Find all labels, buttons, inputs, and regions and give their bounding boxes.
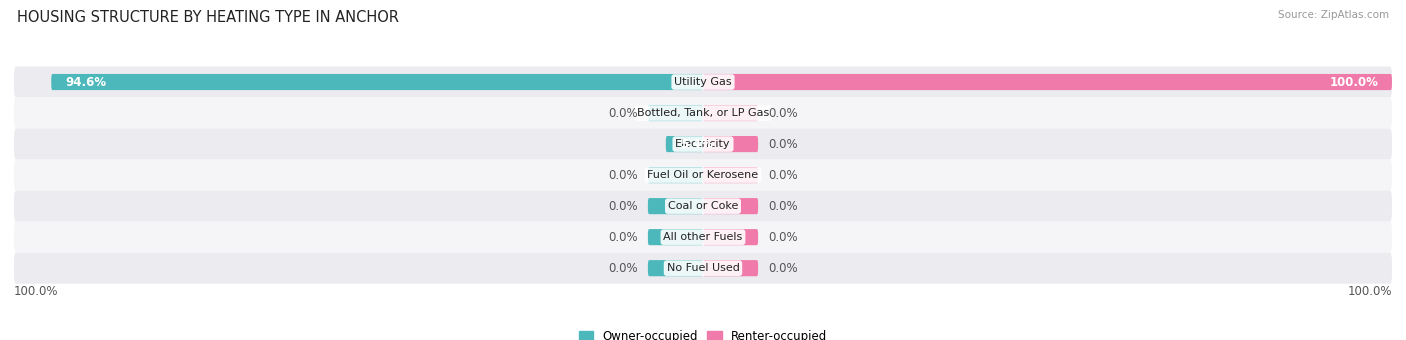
FancyBboxPatch shape [648,167,703,183]
Text: HOUSING STRUCTURE BY HEATING TYPE IN ANCHOR: HOUSING STRUCTURE BY HEATING TYPE IN ANC… [17,10,399,25]
Text: 100.0%: 100.0% [14,285,59,298]
Text: 0.0%: 0.0% [607,231,637,244]
Text: Fuel Oil or Kerosene: Fuel Oil or Kerosene [647,170,759,180]
FancyBboxPatch shape [703,136,758,152]
Text: 0.0%: 0.0% [769,138,799,151]
FancyBboxPatch shape [648,105,703,121]
FancyBboxPatch shape [703,105,758,121]
FancyBboxPatch shape [703,167,758,183]
Text: Utility Gas: Utility Gas [675,77,731,87]
Text: All other Fuels: All other Fuels [664,232,742,242]
Text: Bottled, Tank, or LP Gas: Bottled, Tank, or LP Gas [637,108,769,118]
Text: 0.0%: 0.0% [769,200,799,212]
FancyBboxPatch shape [14,129,1392,159]
FancyBboxPatch shape [703,74,1392,90]
FancyBboxPatch shape [666,136,703,152]
Text: 0.0%: 0.0% [607,262,637,275]
Text: Source: ZipAtlas.com: Source: ZipAtlas.com [1278,10,1389,20]
Text: No Fuel Used: No Fuel Used [666,263,740,273]
Text: 0.0%: 0.0% [607,106,637,120]
FancyBboxPatch shape [14,222,1392,253]
Text: 94.6%: 94.6% [65,75,107,88]
FancyBboxPatch shape [703,198,758,214]
FancyBboxPatch shape [648,198,703,214]
FancyBboxPatch shape [14,191,1392,222]
Text: 0.0%: 0.0% [769,169,799,182]
FancyBboxPatch shape [648,260,703,276]
FancyBboxPatch shape [14,159,1392,191]
Text: Electricity: Electricity [675,139,731,149]
Legend: Owner-occupied, Renter-occupied: Owner-occupied, Renter-occupied [574,325,832,340]
Text: 100.0%: 100.0% [1347,285,1392,298]
Text: 0.0%: 0.0% [769,262,799,275]
FancyBboxPatch shape [648,229,703,245]
FancyBboxPatch shape [14,98,1392,129]
Text: 0.0%: 0.0% [607,169,637,182]
Text: 0.0%: 0.0% [607,200,637,212]
Text: 0.0%: 0.0% [769,231,799,244]
FancyBboxPatch shape [51,74,703,90]
Text: Coal or Coke: Coal or Coke [668,201,738,211]
FancyBboxPatch shape [14,67,1392,98]
Text: 100.0%: 100.0% [1329,75,1378,88]
FancyBboxPatch shape [703,229,758,245]
Text: 5.4%: 5.4% [679,138,713,151]
FancyBboxPatch shape [703,260,758,276]
Text: 0.0%: 0.0% [769,106,799,120]
FancyBboxPatch shape [14,253,1392,284]
